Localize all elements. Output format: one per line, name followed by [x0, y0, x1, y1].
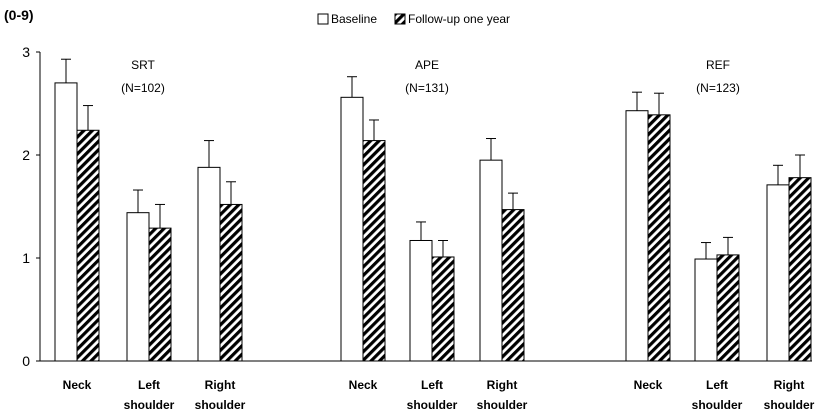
x-tick-label: Left: [138, 378, 160, 392]
group-n-label: (N=131): [405, 81, 449, 95]
group-title: SRT: [131, 58, 155, 72]
y-tick-label: 0: [22, 353, 30, 369]
x-tick-label: Neck: [63, 378, 92, 392]
labels: SRT (N=102) Neck Left shoulder Right shoulder A…: [63, 58, 815, 412]
bar-baseline: [409, 239, 433, 362]
bar-baseline: [126, 212, 150, 362]
bar-baseline: [766, 184, 790, 362]
group-title: REF: [706, 58, 730, 72]
x-tick-label: Neck: [349, 378, 378, 392]
bar-baseline: [197, 166, 221, 362]
bars: [54, 58, 812, 362]
x-tick-label: shoulder: [477, 398, 528, 412]
y-axis-label: (0-9): [4, 7, 34, 23]
y-tick-label: 3: [22, 44, 30, 60]
bar-baseline: [340, 96, 364, 362]
group-n-label: (N=123): [696, 81, 740, 95]
bar-follow-up: [148, 227, 172, 362]
legend-label-baseline: Baseline: [331, 12, 377, 26]
x-tick-label: Right: [774, 378, 805, 392]
legend-label-follow-up: Follow-up one year: [408, 12, 510, 26]
y-tick-label: 2: [22, 147, 30, 163]
x-tick-label: shoulder: [407, 398, 458, 412]
bar-follow-up: [501, 209, 525, 362]
bar-follow-up: [647, 114, 671, 362]
x-tick-label: shoulder: [692, 398, 743, 412]
x-tick-label: Left: [706, 378, 728, 392]
bar-baseline: [694, 258, 718, 362]
bar-follow-up: [362, 140, 386, 362]
bar-baseline: [625, 110, 649, 362]
x-tick-label: shoulder: [195, 398, 246, 412]
bar-follow-up: [431, 256, 455, 362]
x-tick-label: shoulder: [764, 398, 815, 412]
legend: Baseline Follow-up one year: [317, 12, 510, 26]
x-tick-label: Right: [487, 378, 518, 392]
bar-baseline: [479, 159, 503, 362]
bar-follow-up: [788, 177, 812, 362]
x-tick-label: Right: [205, 378, 236, 392]
x-tick-label: shoulder: [124, 398, 175, 412]
legend-swatch-baseline: [317, 13, 329, 25]
x-tick-label: Left: [421, 378, 443, 392]
y-tick-label: 1: [22, 250, 30, 266]
bar-follow-up: [219, 203, 243, 362]
x-tick-label: Neck: [634, 378, 663, 392]
legend-swatch-follow-up: [394, 13, 406, 25]
bar-follow-up: [76, 129, 100, 362]
group-title: APE: [415, 58, 439, 72]
bar-baseline: [54, 82, 78, 362]
bar-follow-up: [716, 254, 740, 362]
group-n-label: (N=102): [121, 81, 165, 95]
